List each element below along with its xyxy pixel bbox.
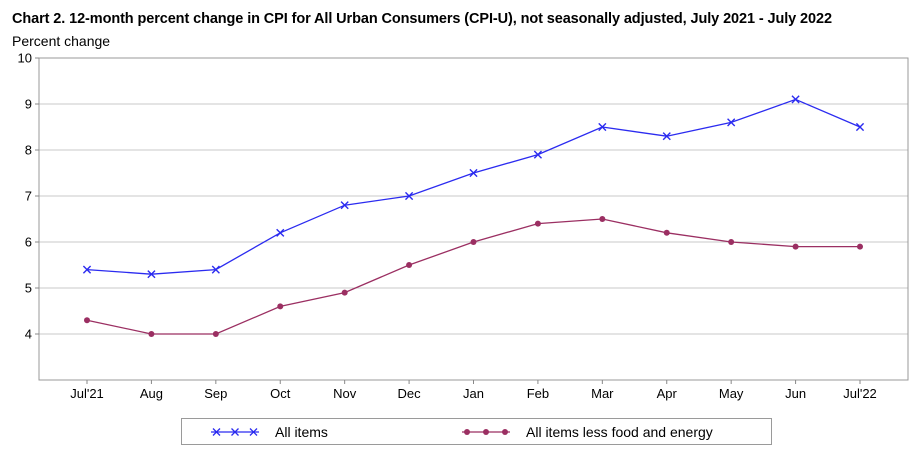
series-1-point-6 bbox=[470, 239, 477, 245]
series-1-point-8 bbox=[599, 216, 606, 222]
series-0-point-2 bbox=[211, 265, 220, 274]
series-0-point-3 bbox=[276, 228, 285, 237]
series-1-point-7 bbox=[534, 220, 541, 227]
series-0-point-4 bbox=[340, 201, 349, 210]
legend-item-all-items: All items bbox=[209, 419, 328, 444]
ytick-label-5: 5 bbox=[25, 281, 32, 296]
series-line-1 bbox=[86, 218, 860, 335]
xtick-label-1: Aug bbox=[140, 386, 163, 401]
xtick-label-4: Nov bbox=[333, 386, 357, 401]
gridlines bbox=[39, 103, 908, 335]
series-1-point-0 bbox=[84, 317, 90, 324]
x-axis-ticks: Jul'21 Aug Sep Oct Nov Dec Jan Feb Mar Apr May Jun J… bbox=[70, 380, 877, 401]
series-0 bbox=[82, 95, 865, 279]
series-1-point-3 bbox=[277, 303, 284, 310]
xtick-label-2: Sep bbox=[204, 386, 227, 401]
xtick-label-12: Jul'22 bbox=[843, 386, 877, 401]
y-axis-title: Percent change bbox=[12, 33, 111, 49]
xtick-label-3: Oct bbox=[270, 386, 291, 401]
legend-swatch-core bbox=[462, 428, 510, 435]
series-1-point-9 bbox=[663, 229, 670, 236]
series-1-point-12 bbox=[857, 243, 863, 250]
series-0-point-9 bbox=[662, 132, 671, 141]
chart-title: Chart 2. 12-month percent change in CPI … bbox=[12, 11, 832, 27]
legend-label-all-items: All items bbox=[275, 423, 328, 440]
series-0-point-7 bbox=[533, 150, 543, 159]
ytick-label-9: 9 bbox=[25, 97, 32, 112]
series-1 bbox=[84, 216, 863, 337]
ytick-label-8: 8 bbox=[25, 143, 32, 158]
xtick-label-11: Jun bbox=[785, 386, 806, 401]
xtick-label-5: Dec bbox=[398, 386, 422, 401]
series-0-point-8 bbox=[598, 122, 607, 132]
ytick-label-10: 10 bbox=[18, 51, 32, 66]
series-0-point-12 bbox=[855, 122, 865, 132]
series-1-point-10 bbox=[728, 239, 735, 245]
legend-label-core: All items less food and energy bbox=[526, 423, 713, 440]
series-1-point-1 bbox=[148, 331, 155, 337]
series-lines bbox=[82, 95, 865, 337]
xtick-label-9: Apr bbox=[657, 386, 678, 401]
series-0-point-0 bbox=[82, 265, 92, 274]
series-1-point-4 bbox=[341, 289, 348, 296]
xtick-label-7: Feb bbox=[527, 386, 549, 401]
legend: All items All items less food and energy bbox=[181, 418, 772, 445]
xtick-label-10: May bbox=[719, 386, 744, 401]
ytick-label-4: 4 bbox=[25, 327, 32, 342]
ytick-label-6: 6 bbox=[25, 235, 32, 250]
xtick-label-8: Mar bbox=[591, 386, 614, 401]
series-0-point-1 bbox=[147, 270, 156, 279]
series-1-point-2 bbox=[212, 331, 219, 337]
legend-swatch-all-items bbox=[211, 427, 259, 436]
series-0-point-5 bbox=[404, 191, 414, 201]
y-axis-ticks: 4 5 6 7 8 9 10 bbox=[18, 51, 39, 342]
ytick-label-7: 7 bbox=[25, 189, 32, 204]
legend-item-core: All items less food and energy bbox=[460, 419, 713, 444]
series-0-point-6 bbox=[469, 168, 478, 178]
series-1-point-11 bbox=[792, 243, 799, 250]
series-1-point-5 bbox=[406, 262, 413, 268]
series-line-0 bbox=[86, 98, 861, 275]
xtick-label-6: Jan bbox=[463, 386, 484, 401]
series-0-point-10 bbox=[727, 118, 736, 127]
xtick-label-0: Jul'21 bbox=[70, 386, 104, 401]
series-0-point-11 bbox=[791, 95, 800, 104]
